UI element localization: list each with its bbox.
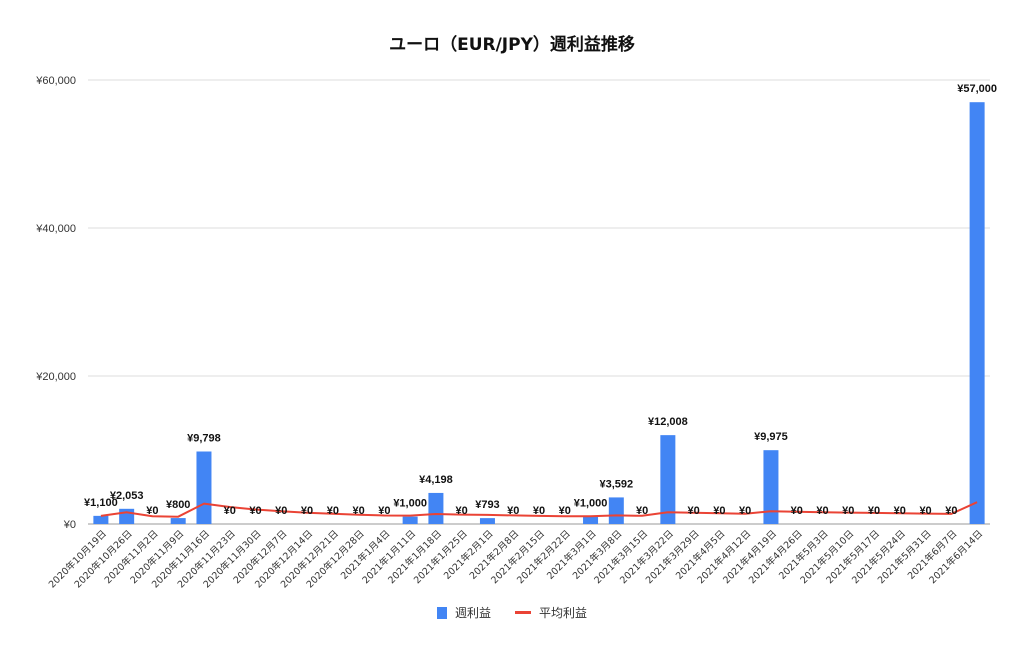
bar-data-label: ¥0 [713, 505, 725, 517]
average-line [100, 501, 978, 518]
bar-data-labels: ¥1,100¥2,053¥0 ¥800¥9,798¥0 ¥0 ¥0 ¥0 ¥0 ¥0 ¥0¥1… [84, 83, 997, 517]
bar [428, 492, 444, 524]
bar-data-label: ¥57,000 [957, 83, 997, 95]
bar-data-label: ¥793 [475, 499, 499, 511]
bar-data-label: ¥0 [636, 505, 648, 517]
bar-data-label: ¥4,198 [419, 474, 453, 486]
bar [969, 102, 985, 524]
bar [402, 516, 418, 524]
y-tick-label: ¥20,000 [35, 371, 76, 383]
bar-data-label: ¥1,000 [393, 498, 427, 510]
bar [660, 435, 676, 524]
gridlines [88, 79, 990, 525]
legend-item-average-profit: 平均利益 [515, 604, 587, 621]
bar-data-label: ¥2,053 [110, 490, 144, 502]
bar-data-label: ¥800 [166, 499, 190, 511]
bar-data-label: ¥0 [146, 505, 158, 517]
bar-data-label: ¥0 [894, 505, 906, 517]
bar-data-label: ¥1,100 [84, 497, 118, 509]
bar-data-label: ¥12,008 [648, 416, 688, 428]
line-average-profit [100, 501, 978, 518]
bar-data-label: ¥0 [919, 505, 931, 517]
legend-label-weekly-profit: 週利益 [454, 606, 491, 620]
bar-data-label: ¥0 [868, 505, 880, 517]
y-tick-label: ¥0 [63, 519, 76, 531]
bar-data-label: ¥0 [842, 505, 854, 517]
bar [583, 516, 599, 524]
y-tick-label: ¥60,000 [35, 75, 76, 87]
bar-data-label: ¥0 [456, 505, 468, 517]
bar [170, 518, 186, 524]
legend-item-weekly-profit: 週利益 [436, 604, 491, 621]
bar-data-label: ¥0 [559, 505, 571, 517]
legend-label-average-profit: 平均利益 [539, 606, 588, 620]
legend: 週利益 平均利益 [0, 604, 1024, 621]
bar-data-label: ¥9,798 [187, 432, 221, 444]
bar [119, 508, 135, 524]
bar-data-label: ¥0 [739, 505, 751, 517]
bar [763, 450, 779, 524]
y-axis-tick-labels: ¥0 ¥20,000 ¥40,000 ¥60,000 [35, 75, 76, 531]
bar-data-label: ¥0 [249, 505, 261, 517]
bar-data-label: ¥0 [327, 505, 339, 517]
bar-data-label: ¥0 [791, 505, 803, 517]
bar-data-label: ¥0 [507, 505, 519, 517]
bar [479, 518, 495, 524]
bar-data-label: ¥0 [224, 505, 236, 517]
bar [608, 497, 624, 524]
bar-data-label: ¥1,000 [574, 498, 608, 510]
chart-title: ユーロ（EUR/JPY）週利益推移 [389, 35, 635, 55]
bar-data-label: ¥0 [352, 505, 364, 517]
legend-swatch-bar [436, 606, 447, 619]
bar-data-label: ¥9,975 [754, 431, 788, 443]
x-axis-tick-labels: 2020年10月19日2020年10月26日2020年11月2日2020年11月… [46, 528, 985, 591]
bar-data-label: ¥0 [378, 505, 390, 517]
bar-data-label: ¥3,592 [599, 478, 633, 490]
bar [93, 515, 109, 524]
bar-data-label: ¥0 [945, 505, 957, 517]
bar-data-label: ¥0 [816, 505, 828, 517]
bar-data-label: ¥0 [301, 505, 313, 517]
bars-weekly-profit [93, 102, 985, 524]
bar [196, 451, 212, 524]
bar-data-label: ¥0 [688, 505, 700, 517]
y-tick-label: ¥40,000 [35, 223, 76, 235]
bar-data-label: ¥0 [275, 505, 287, 517]
bar-data-label: ¥0 [533, 505, 545, 517]
legend-swatch-line [515, 611, 531, 614]
